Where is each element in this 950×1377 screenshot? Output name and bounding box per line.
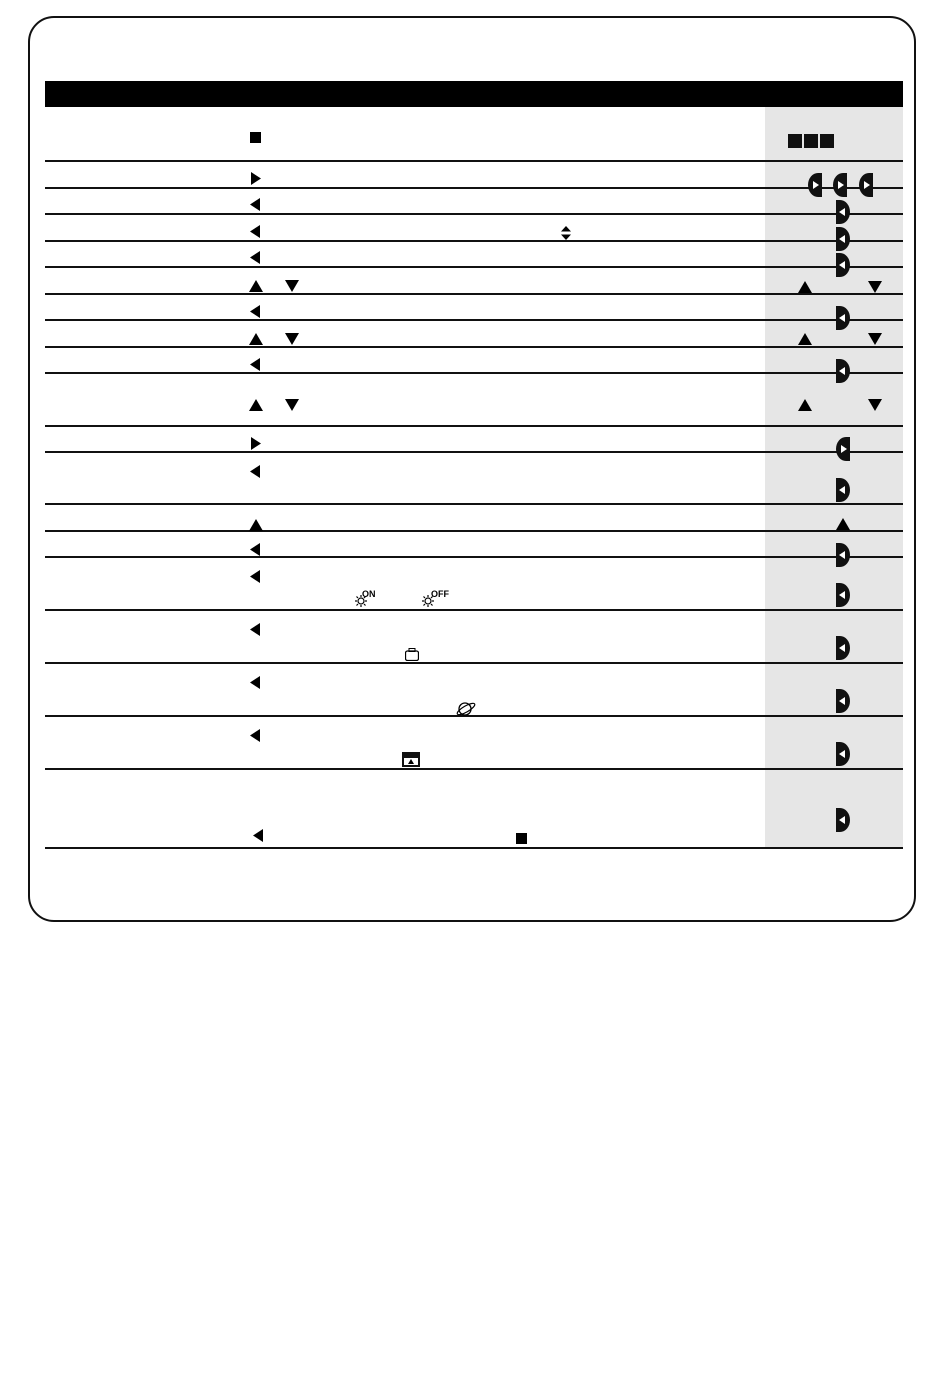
triangle-left-icon [249,543,261,561]
row-divider [45,346,903,348]
left-half-button-icon [836,306,850,335]
triangle-up-icon [798,280,812,298]
planet-icon [455,701,477,722]
table-header-bar [45,81,903,107]
square-button-icon [788,134,802,153]
left-half-button-icon [836,636,850,665]
left-half-button-icon [836,200,850,229]
right-half-button-icon [808,173,822,202]
triangle-down-icon [285,332,299,350]
triangle-up-icon [249,398,263,416]
row-divider [45,319,903,321]
left-half-button-icon [836,689,850,718]
stop-square-icon [250,130,261,148]
left-half-button-icon [836,583,850,612]
right-half-button-icon [859,173,873,202]
left-half-button-icon [836,359,850,388]
triangle-up-icon [836,517,850,535]
triangle-up-icon [798,332,812,350]
triangle-up-icon [249,279,263,297]
row-divider [45,662,903,664]
stop-square-icon [516,831,527,849]
triangle-left-icon [249,623,261,641]
triangle-left-icon [249,465,261,483]
button-column [765,107,903,847]
light-on-label: ON [362,589,376,599]
triangle-down-icon [868,398,882,416]
left-half-button-icon [836,227,850,256]
triangle-up-icon [249,518,263,536]
square-button-icon [820,134,834,153]
triangle-left-icon [249,305,261,323]
triangle-left-icon [249,358,261,376]
left-half-button-icon [836,543,850,572]
row-divider [45,556,903,558]
triangle-left-icon [249,251,261,269]
triangle-left-icon [249,729,261,747]
left-half-button-icon [836,742,850,771]
sun-icon [422,594,434,612]
right-half-button-icon [836,437,850,466]
row-divider [45,503,903,505]
sun-icon [355,594,367,612]
camera-icon [404,648,420,666]
triangle-down-icon [285,398,299,416]
triangle-down-icon [285,279,299,297]
triangle-left-icon [249,676,261,694]
left-half-button-icon [836,808,850,837]
row-divider [45,451,903,453]
row-divider [45,609,903,611]
triangle-left-icon [249,225,261,243]
picture-icon [402,752,420,772]
triangle-left-icon [249,198,261,216]
row-divider [45,372,903,374]
triangle-down-icon [868,280,882,298]
row-divider [45,240,903,242]
left-half-button-icon [836,478,850,507]
triangle-up-icon [249,332,263,350]
triangle-right-icon [250,437,262,455]
row-divider [45,266,903,268]
square-button-icon [804,134,818,153]
light-off-label: OFF [431,589,449,599]
left-half-button-icon [836,253,850,282]
row-divider [45,293,903,295]
row-divider [45,715,903,717]
row-divider [45,187,903,189]
triangle-left-icon [249,570,261,588]
triangle-down-icon [868,332,882,350]
triangle-right-icon [250,172,262,190]
row-divider [45,160,903,162]
right-half-button-icon [833,173,847,202]
row-divider [45,768,903,770]
row-divider [45,213,903,215]
page-frame [28,16,916,922]
row-divider [45,530,903,532]
up-down-arrows-icon [561,226,571,245]
row-divider [45,847,903,849]
row-divider [45,425,903,427]
triangle-up-icon [798,398,812,416]
triangle-left-icon [252,829,264,847]
